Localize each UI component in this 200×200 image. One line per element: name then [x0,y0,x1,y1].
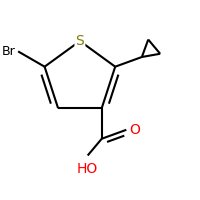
Text: HO: HO [77,162,98,176]
Text: Br: Br [2,45,16,58]
Text: O: O [130,123,140,137]
Text: S: S [76,34,84,48]
